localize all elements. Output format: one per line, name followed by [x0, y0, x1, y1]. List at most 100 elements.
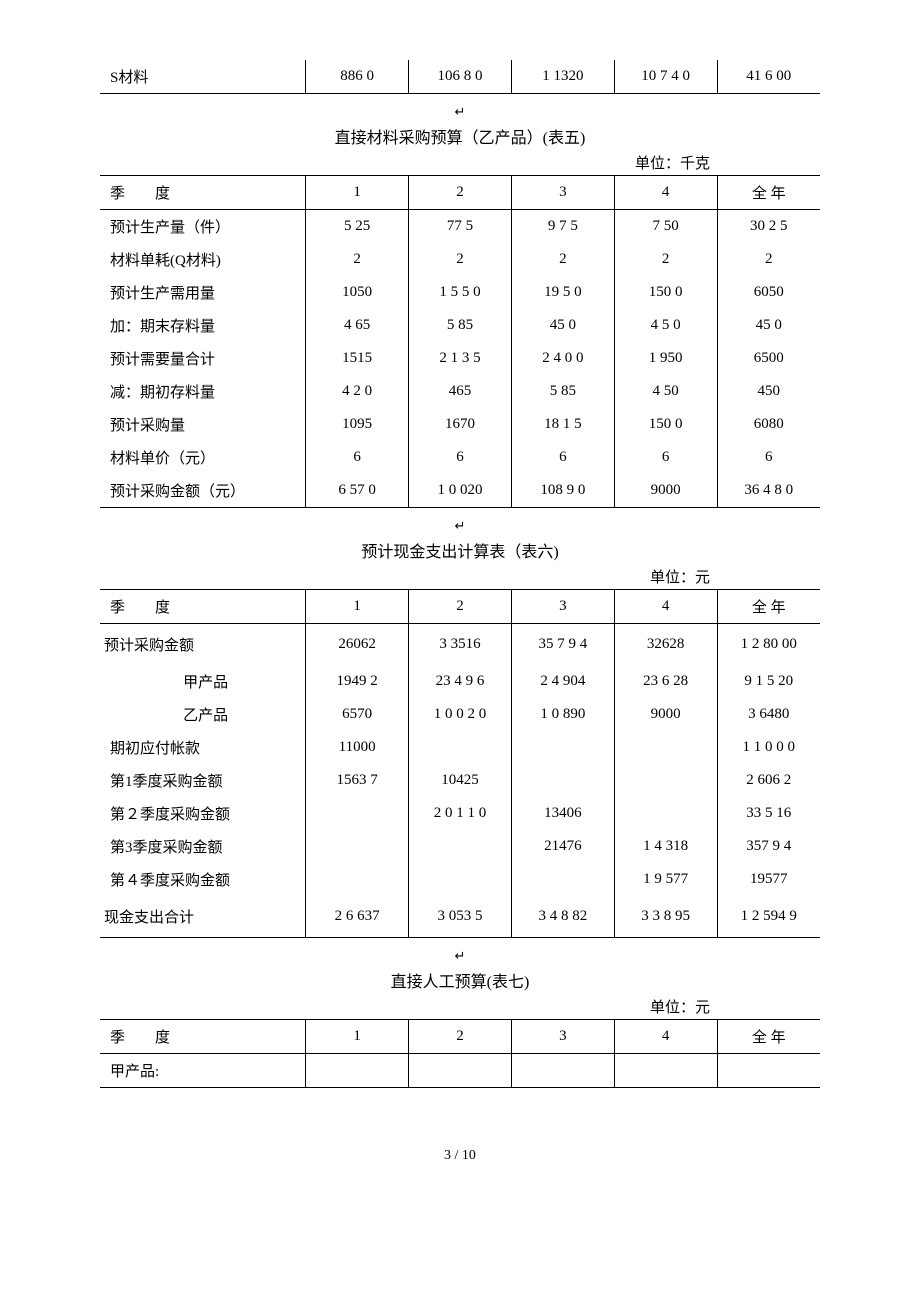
table-row: 材料单耗(Q材料)22222	[100, 243, 820, 276]
row-label: 材料单耗(Q材料)	[100, 243, 306, 276]
table-row: 材料单价（元）66666	[100, 441, 820, 474]
cell: 6	[614, 441, 717, 474]
cell	[409, 830, 512, 863]
table-row: S材料 886 0 106 8 0 1 1320 10 7 4 0 41 6 0…	[100, 60, 820, 94]
header-cell: 1	[306, 176, 409, 210]
cell	[306, 863, 409, 896]
table7: 季 度1234全 年甲产品:	[100, 1019, 820, 1088]
cell: 36 4 8 0	[717, 474, 820, 508]
cell: 2 4 904	[511, 665, 614, 698]
cell: 30 2 5	[717, 210, 820, 244]
cell: 1 0 020	[409, 474, 512, 508]
cell: 1563 7	[306, 764, 409, 797]
cell: 77 5	[409, 210, 512, 244]
cell: 9 1 5 20	[717, 665, 820, 698]
table7-unit: 单位：元	[100, 996, 820, 1017]
table5: 季 度1234全 年预计生产量（件）5 2577 59 7 57 5030 2 …	[100, 175, 820, 508]
cell	[511, 764, 614, 797]
row-label: 材料单价（元）	[100, 441, 306, 474]
table-row: 期初应付帐款110001 1 0 0 0	[100, 731, 820, 764]
row-label: 第４季度采购金额	[100, 863, 306, 896]
cell: 1050	[306, 276, 409, 309]
table-row: 现金支出合计2 6 6373 053 53 4 8 823 3 8 951 2 …	[100, 896, 820, 938]
cell: 26062	[306, 624, 409, 666]
cell: 1670	[409, 408, 512, 441]
header-cell: 全 年	[717, 1020, 820, 1054]
cell: 2	[717, 243, 820, 276]
page-number: 3 / 10	[100, 1148, 820, 1164]
cell: 3 6480	[717, 698, 820, 731]
table-row: 第２季度采购金额2 0 1 1 01340633 5 16	[100, 797, 820, 830]
row-label: 预计采购金额	[100, 624, 306, 666]
cell: 7 50	[614, 210, 717, 244]
cell: 465	[409, 375, 512, 408]
cell	[409, 863, 512, 896]
cell: 1 4 318	[614, 830, 717, 863]
cell	[717, 1054, 820, 1088]
cell: 2	[306, 243, 409, 276]
cell: 45 0	[511, 309, 614, 342]
cell: 1 5 5 0	[409, 276, 512, 309]
cell: 150 0	[614, 408, 717, 441]
row-label: 甲产品:	[100, 1054, 306, 1088]
cell	[511, 1054, 614, 1088]
cell	[511, 863, 614, 896]
cell: 2	[409, 243, 512, 276]
cell: 3 053 5	[409, 896, 512, 938]
cell: 2	[511, 243, 614, 276]
header-cell: 4	[614, 1020, 717, 1054]
cell: 1 950	[614, 342, 717, 375]
table7-title: 直接人工预算(表七)	[100, 968, 820, 992]
cell	[614, 731, 717, 764]
table6: 季 度1234全 年预计采购金额260623 351635 7 9 432628…	[100, 589, 820, 938]
cell: 6570	[306, 698, 409, 731]
header-cell: 3	[511, 1020, 614, 1054]
header-cell: 3	[511, 590, 614, 624]
row-label: S材料	[100, 60, 306, 94]
cell: 10425	[409, 764, 512, 797]
cell: 1515	[306, 342, 409, 375]
cell: 106 8 0	[409, 60, 512, 94]
cell: 2 1 3 5	[409, 342, 512, 375]
row-label: 现金支出合计	[100, 896, 306, 938]
header-cell: 4	[614, 176, 717, 210]
cell: 19577	[717, 863, 820, 896]
row-label: 预计需要量合计	[100, 342, 306, 375]
table7-section: 直接人工预算(表七) 单位：元 季 度1234全 年甲产品:	[100, 968, 820, 1088]
cell: 5 25	[306, 210, 409, 244]
cell: 10 7 4 0	[614, 60, 717, 94]
cell: 6 57 0	[306, 474, 409, 508]
row-label: 第２季度采购金额	[100, 797, 306, 830]
cell	[614, 764, 717, 797]
cell: 4 5 0	[614, 309, 717, 342]
cell: 2 0 1 1 0	[409, 797, 512, 830]
cell: 3 3 8 95	[614, 896, 717, 938]
header-row: 季 度1234全 年	[100, 1020, 820, 1054]
cell: 23 4 9 6	[409, 665, 512, 698]
table-row: 甲产品:	[100, 1054, 820, 1088]
cell: 32628	[614, 624, 717, 666]
cell: 6050	[717, 276, 820, 309]
header-row: 季 度1234全 年	[100, 590, 820, 624]
table5-section: 直接材料采购预算（乙产品）(表五) 单位：千克 季 度1234全 年预计生产量（…	[100, 124, 820, 508]
header-label: 季 度	[100, 176, 306, 210]
header-row: 季 度1234全 年	[100, 176, 820, 210]
cell: 357 9 4	[717, 830, 820, 863]
cell: 19 5 0	[511, 276, 614, 309]
table-row: 预计生产量（件）5 2577 59 7 57 5030 2 5	[100, 210, 820, 244]
header-cell: 全 年	[717, 590, 820, 624]
top-fragment-table: S材料 886 0 106 8 0 1 1320 10 7 4 0 41 6 0…	[100, 60, 820, 94]
row-label: 第1季度采购金额	[100, 764, 306, 797]
table-row: 预计需要量合计15152 1 3 52 4 0 01 9506500	[100, 342, 820, 375]
header-label: 季 度	[100, 1020, 306, 1054]
cell: 1949 2	[306, 665, 409, 698]
header-cell: 1	[306, 1020, 409, 1054]
cell: 35 7 9 4	[511, 624, 614, 666]
row-label: 乙产品	[100, 698, 306, 731]
row-label: 第3季度采购金额	[100, 830, 306, 863]
cell: 1 1320	[511, 60, 614, 94]
cell	[511, 731, 614, 764]
anchor-mark: ↵	[100, 518, 820, 534]
cell: 18 1 5	[511, 408, 614, 441]
cell: 9000	[614, 698, 717, 731]
